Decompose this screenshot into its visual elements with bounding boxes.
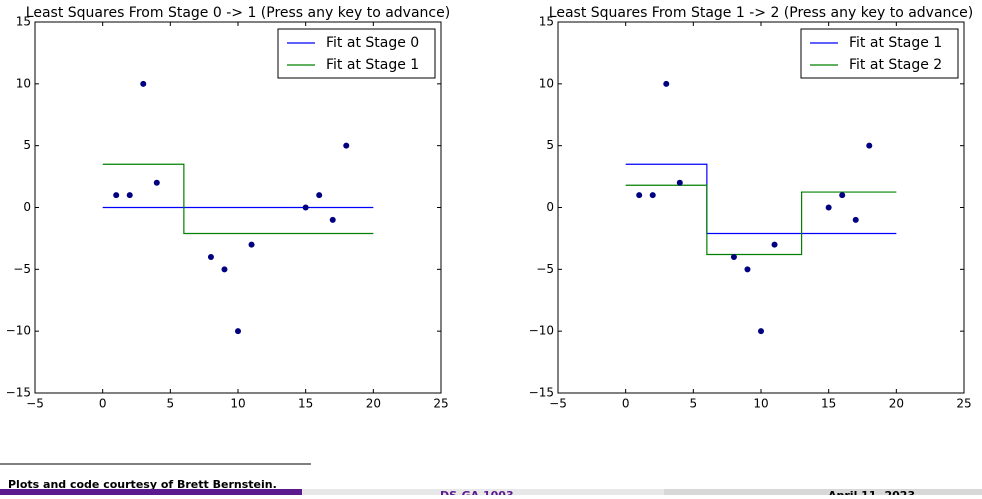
x-tick-label: 0 — [622, 397, 630, 411]
y-tick-label: −10 — [529, 324, 554, 338]
x-tick-label: −5 — [26, 397, 44, 411]
y-tick-label: 15 — [16, 15, 31, 29]
footer-date: April 11, 2023 — [828, 489, 915, 495]
data-point — [730, 253, 737, 260]
x-tick-label: 25 — [956, 397, 971, 411]
y-tick-label: 5 — [23, 138, 31, 152]
data-point — [113, 192, 120, 199]
chart-title: Least Squares From Stage 0 -> 1 (Press a… — [26, 5, 450, 21]
y-tick-label: 10 — [539, 76, 554, 90]
footer-course: DS-GA 1003 — [440, 489, 514, 495]
data-point — [153, 179, 160, 186]
data-point — [663, 80, 670, 87]
data-point — [248, 241, 255, 248]
x-tick-label: 10 — [753, 397, 768, 411]
legend-label: Fit at Stage 1 — [849, 35, 942, 51]
footer-right — [664, 489, 982, 495]
footer-middle — [302, 489, 664, 495]
x-tick-label: 20 — [366, 397, 381, 411]
data-point — [676, 179, 683, 186]
data-point — [825, 204, 832, 211]
fit-line — [102, 163, 374, 235]
data-point — [758, 328, 764, 335]
y-tick-label: 15 — [539, 15, 554, 29]
x-tick-label: 25 — [433, 397, 448, 411]
y-tick-label: 0 — [546, 200, 554, 214]
y-tick-label: −15 — [6, 386, 31, 400]
footer-left — [0, 489, 302, 495]
data-point — [235, 328, 241, 335]
x-tick-label: −5 — [549, 397, 567, 411]
x-tick-label: 10 — [230, 397, 245, 411]
data-point — [329, 216, 336, 223]
data-point — [649, 192, 656, 199]
x-tick-label: 5 — [690, 397, 698, 411]
fit-line — [625, 184, 897, 256]
x-tick-label: 15 — [298, 397, 313, 411]
data-point — [140, 80, 147, 87]
data-point — [316, 192, 323, 199]
y-tick-label: 5 — [546, 138, 554, 152]
legend-label: Fit at Stage 2 — [849, 57, 942, 73]
data-point — [744, 266, 751, 273]
data-point — [839, 192, 846, 199]
y-tick-label: 0 — [23, 200, 31, 214]
data-point — [126, 192, 133, 199]
x-tick-label: 20 — [889, 397, 904, 411]
data-point — [343, 142, 350, 149]
y-tick-label: −15 — [529, 386, 554, 400]
x-tick-label: 15 — [821, 397, 836, 411]
footnote: Plots and code courtesy of Brett Bernste… — [8, 478, 277, 491]
data-point — [636, 192, 643, 199]
x-tick-label: 5 — [167, 397, 175, 411]
chart: Least Squares From Stage 1 -> 2 (Press a… — [529, 5, 974, 411]
legend-label: Fit at Stage 0 — [326, 35, 419, 51]
data-point — [866, 142, 873, 149]
y-tick-label: −5 — [13, 262, 31, 276]
chart: Least Squares From Stage 0 -> 1 (Press a… — [6, 5, 451, 411]
y-tick-label: 10 — [16, 76, 31, 90]
data-point — [771, 241, 778, 248]
data-point — [221, 266, 228, 273]
y-tick-label: −10 — [6, 324, 31, 338]
fit-line — [625, 163, 897, 235]
data-point — [302, 204, 309, 211]
data-point — [207, 253, 214, 260]
data-point — [852, 216, 859, 223]
x-tick-label: 0 — [99, 397, 107, 411]
y-tick-label: −5 — [536, 262, 554, 276]
legend-label: Fit at Stage 1 — [326, 57, 419, 73]
legend-box — [800, 28, 959, 79]
legend-box — [277, 28, 436, 79]
chart-title: Least Squares From Stage 1 -> 2 (Press a… — [549, 5, 973, 21]
